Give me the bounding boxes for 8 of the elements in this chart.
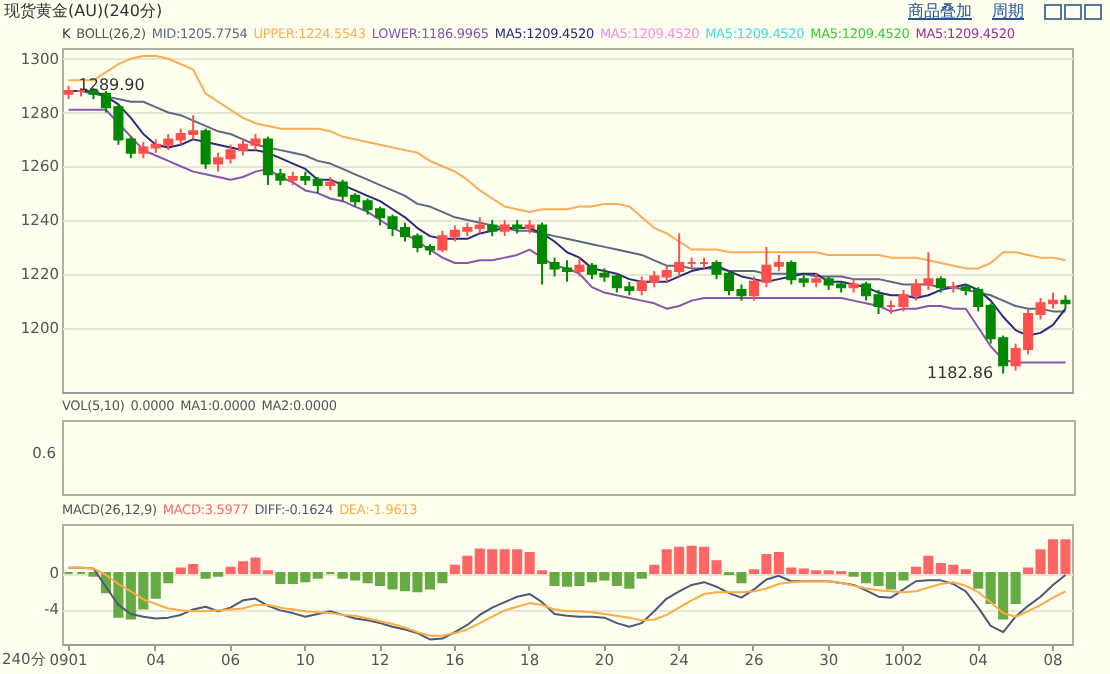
candlestick	[200, 127, 211, 170]
text: 周期	[992, 0, 1024, 24]
text: 商品叠加	[908, 0, 972, 24]
chart-title: 现货黄金(AU)(240分)	[4, 2, 163, 20]
line-series	[67, 55, 1067, 270]
candlestick	[574, 256, 585, 278]
annotation: 1182.86	[926, 363, 994, 382]
annotation: 1289.90	[78, 75, 145, 94]
